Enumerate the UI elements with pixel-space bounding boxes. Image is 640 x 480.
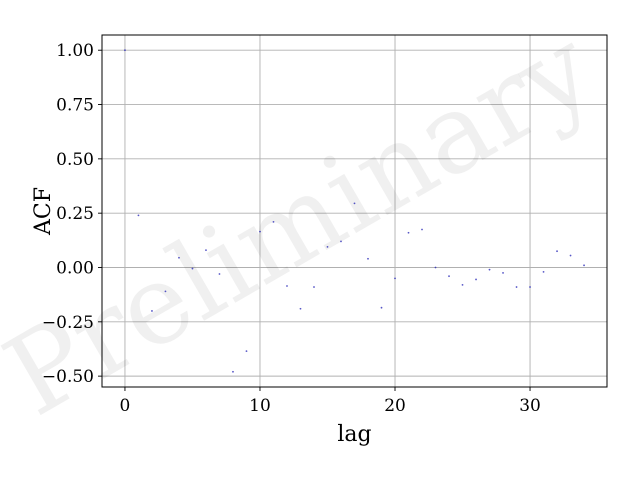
y-tick-label: 1.00: [56, 41, 94, 61]
data-point: [353, 202, 356, 205]
data-points: [124, 49, 585, 373]
y-axis-label: ACF: [31, 187, 56, 236]
data-point: [475, 278, 477, 281]
y-tick-label: 0.75: [56, 96, 94, 116]
grid-lines: [102, 35, 607, 387]
data-point: [137, 214, 140, 217]
x-tick-label: 0: [120, 396, 131, 416]
x-tick-label: 20: [384, 396, 406, 416]
data-point: [286, 285, 288, 287]
data-point: [421, 228, 423, 231]
data-point: [542, 270, 545, 273]
data-point: [259, 230, 261, 233]
data-point: [488, 268, 491, 271]
data-point: [205, 249, 207, 252]
data-point: [529, 286, 531, 288]
data-point: [340, 240, 342, 243]
data-point: [407, 231, 410, 234]
data-point: [151, 310, 153, 312]
tick-marks: [98, 49, 531, 391]
data-point: [178, 256, 180, 259]
data-point: [515, 286, 518, 288]
data-point: [191, 267, 194, 270]
data-point: [326, 245, 329, 248]
data-point: [164, 290, 167, 293]
data-point: [124, 49, 126, 52]
data-point: [556, 250, 558, 253]
x-tick-labels: 0 10 20 30: [120, 396, 541, 416]
data-point: [461, 283, 464, 286]
data-point: [313, 286, 315, 288]
plot-frame: [101, 34, 608, 388]
data-point: [583, 264, 585, 267]
data-point: [245, 350, 248, 353]
data-point: [448, 275, 450, 278]
y-tick-labels: −0.50 −0.25 0.00 0.25 0.50 0.75 1.00: [42, 41, 94, 387]
y-tick-label: 0.00: [56, 258, 94, 278]
data-point: [367, 257, 369, 260]
x-tick-label: 10: [249, 396, 271, 416]
y-tick-label: −0.25: [42, 313, 94, 333]
data-point: [394, 277, 396, 280]
data-point: [272, 220, 275, 223]
data-point: [232, 370, 234, 373]
x-axis-label: lag: [337, 422, 371, 447]
data-point: [502, 272, 504, 274]
data-point: [569, 254, 572, 257]
y-tick-label: 0.50: [56, 150, 94, 170]
data-point: [218, 273, 221, 275]
y-tick-label: 0.25: [56, 204, 94, 224]
data-point: [380, 306, 383, 309]
y-tick-label: −0.50: [42, 367, 94, 387]
data-point: [434, 266, 437, 269]
x-tick-label: 30: [519, 396, 541, 416]
data-point: [299, 307, 302, 310]
